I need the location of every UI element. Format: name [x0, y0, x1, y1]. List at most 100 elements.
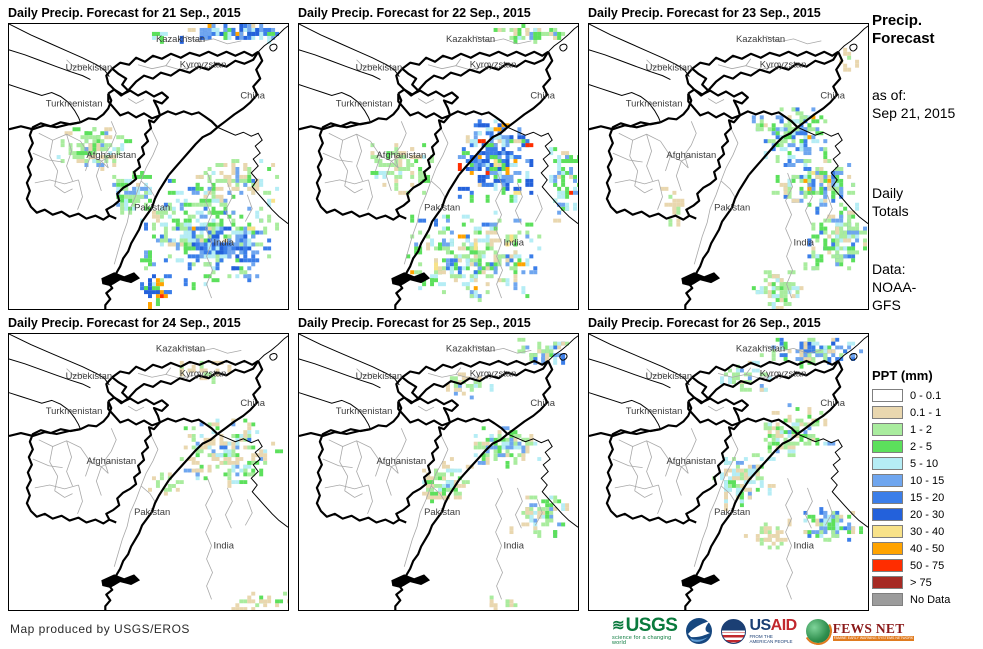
legend-label: 20 - 30 — [910, 508, 945, 521]
panel-title: Daily Precip. Forecast for 21 Sep., 2015 — [8, 6, 241, 20]
legend-label: 15 - 20 — [910, 491, 945, 504]
legend-entry: 20 - 30 — [872, 508, 982, 521]
asof-label: as of: — [872, 87, 907, 103]
sidebar-heading-line2: Forecast — [872, 30, 935, 47]
map-credit: Map produced by USGS/EROS — [10, 622, 190, 636]
country-label: Uzbekistan — [66, 371, 113, 381]
country-label: Kazakhstan — [446, 343, 495, 353]
legend-label: 0 - 0.1 — [910, 389, 942, 402]
panel-title: Daily Precip. Forecast for 25 Sep., 2015 — [298, 316, 531, 330]
forecast-map: Kazakhstan Kyrgyzstan Uzbekistan Turkmenist… — [298, 23, 579, 310]
country-label: Kazakhstan — [736, 33, 785, 44]
country-labels: Kazakhstan Kyrgyzstan Uzbekistan Turkmenist… — [46, 343, 266, 550]
precip-cells — [422, 337, 570, 610]
country-label: China — [820, 89, 845, 100]
country-label: Turkmenistan — [46, 97, 103, 108]
country-label: Afghanistan — [86, 456, 136, 466]
country-labels: Kazakhstan Kyrgyzstan Uzbekistan Turkmenist… — [46, 33, 266, 248]
data-line2: NOAA- — [872, 279, 917, 295]
legend-entry: 10 - 15 — [872, 474, 982, 487]
usaid-logo: USAID FROM THE AMERICAN PEOPLE — [721, 617, 798, 644]
legend-swatch — [872, 491, 903, 504]
legend-entry: 5 - 10 — [872, 457, 982, 470]
country-labels: Kazakhstan Kyrgyzstan Uzbekistan Turkmenist… — [336, 33, 556, 248]
country-label: Kyrgyzstan — [760, 59, 807, 70]
country-label: Turkmenistan — [336, 97, 393, 108]
country-label: India — [214, 236, 235, 247]
country-label: Afghanistan — [666, 149, 716, 160]
forecast-map: Kazakhstan Kyrgyzstan Uzbekistan Turkmenist… — [8, 23, 289, 310]
legend-swatch — [872, 389, 903, 402]
country-label: Pakistan — [424, 202, 460, 213]
legend-entry: > 75 — [872, 576, 982, 589]
country-label: Kyrgyzstan — [470, 59, 517, 70]
forecast-panel: Daily Precip. Forecast for 23 Sep., 2015… — [588, 6, 869, 310]
country-label: Kazakhstan — [156, 33, 205, 44]
panel-title: Daily Precip. Forecast for 26 Sep., 2015 — [588, 316, 821, 330]
legend-rows: 0 - 0.1 0.1 - 1 1 - 2 2 - 5 5 - 10 10 - 15 15 … — [872, 389, 982, 606]
country-label: Kyrgyzstan — [760, 368, 807, 378]
forecast-map: Kazakhstan Kyrgyzstan Uzbekistan Turkmenist… — [298, 333, 579, 611]
country-label: India — [504, 541, 525, 551]
legend-swatch — [872, 457, 903, 470]
country-label: Kazakhstan — [736, 343, 785, 353]
forecast-map: Kazakhstan Kyrgyzstan Uzbekistan Turkmenist… — [8, 333, 289, 611]
legend-entry: 15 - 20 — [872, 491, 982, 504]
fewsnet-tagline: FAMINE EARLY WARNING SYSTEMS NETWORK — [832, 635, 915, 641]
country-label: Kazakhstan — [156, 343, 205, 353]
country-label: Pakistan — [714, 202, 750, 213]
usaid-seal-icon — [721, 618, 747, 644]
precip-cells — [712, 337, 864, 550]
legend-label: 5 - 10 — [910, 457, 939, 470]
legend-label: 10 - 15 — [910, 474, 945, 487]
usgs-wordmark: USGS — [625, 614, 678, 636]
precip-cells — [56, 24, 280, 309]
sidebar-totals: Daily Totals — [872, 184, 909, 220]
country-labels: Kazakhstan Kyrgyzstan Uzbekistan Turkmenist… — [626, 33, 846, 248]
country-labels: Kazakhstan Kyrgyzstan Uzbekistan Turkmenist… — [626, 343, 846, 550]
usaid-wordmark-us: US — [749, 617, 771, 634]
sidebar-asof: as of: Sep 21, 2015 — [872, 86, 955, 122]
country-label: China — [240, 398, 265, 408]
legend-entry: 40 - 50 — [872, 542, 982, 555]
usgs-tagline: science for a changing world — [612, 634, 672, 646]
country-label: Pakistan — [714, 507, 750, 517]
country-label: Kyrgyzstan — [180, 368, 227, 378]
usgs-wave-icon: ≋ — [612, 616, 625, 634]
forecast-panel: Daily Precip. Forecast for 26 Sep., 2015… — [588, 316, 869, 611]
forecast-map: Kazakhstan Kyrgyzstan Uzbekistan Turkmenist… — [588, 23, 869, 310]
legend-title: PPT (mm) — [872, 368, 933, 383]
country-label: China — [240, 89, 265, 100]
country-label: India — [794, 541, 815, 551]
sidebar-heading-line1: Precip. — [872, 12, 923, 29]
forecast-panel: Daily Precip. Forecast for 25 Sep., 2015… — [298, 316, 579, 611]
legend-label: 30 - 40 — [910, 525, 945, 538]
fewsnet-globe-icon — [805, 619, 830, 643]
country-label: China — [530, 398, 555, 408]
country-label: Pakistan — [424, 507, 460, 517]
country-label: China — [820, 398, 845, 408]
legend-swatch — [872, 542, 903, 555]
country-label: Kazakhstan — [446, 33, 495, 44]
country-label: Turkmenistan — [626, 97, 683, 108]
country-label: Uzbekistan — [646, 62, 693, 73]
forecast-panel: Daily Precip. Forecast for 22 Sep., 2015… — [298, 6, 579, 310]
legend-label: 40 - 50 — [910, 542, 945, 555]
country-label: China — [530, 89, 555, 100]
legend-swatch — [872, 559, 903, 572]
legend-entry: 1 - 2 — [872, 423, 982, 436]
legend-swatch — [872, 593, 903, 606]
legend-label: 0.1 - 1 — [910, 406, 942, 419]
country-label: Kyrgyzstan — [470, 368, 517, 378]
fewsnet-wordmark: FEWS NET — [832, 620, 905, 636]
country-labels: Kazakhstan Kyrgyzstan Uzbekistan Turkmenist… — [336, 343, 556, 550]
country-label: Turkmenistan — [626, 406, 683, 416]
data-line3: GFS — [872, 297, 901, 313]
legend-label: 1 - 2 — [910, 423, 933, 436]
usaid-wordmark-aid: AID — [770, 617, 798, 634]
country-label: Afghanistan — [666, 456, 716, 466]
country-label: Uzbekistan — [356, 371, 403, 381]
legend-entry: 2 - 5 — [872, 440, 982, 453]
legend-label: 50 - 75 — [910, 559, 945, 572]
legend-swatch — [872, 440, 903, 453]
